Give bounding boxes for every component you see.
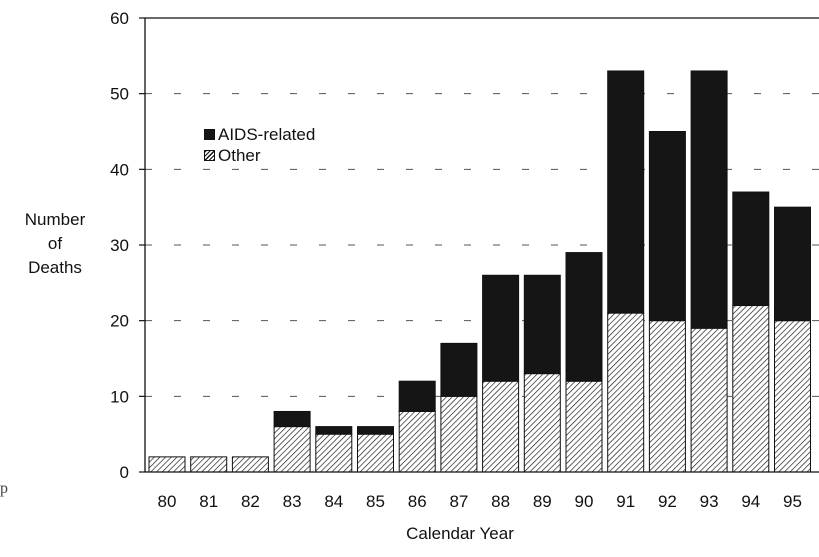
bar-other-88 <box>482 380 520 473</box>
bar-aids-87 <box>440 342 478 397</box>
x-tick-label-92: 92 <box>658 492 677 511</box>
x-tick-label-85: 85 <box>366 492 385 511</box>
x-tick-label-95: 95 <box>783 492 802 511</box>
bar-aids-89 <box>523 274 561 375</box>
x-tick-label-87: 87 <box>449 492 468 511</box>
x-tick-label-84: 84 <box>324 492 343 511</box>
bar-aids-90 <box>565 252 603 382</box>
bar-other-95 <box>774 320 811 473</box>
bar-aids-95 <box>774 206 811 322</box>
y-axis-label-line-2: of <box>47 234 63 253</box>
x-tick-label-83: 83 <box>283 492 302 511</box>
bar-aids-84 <box>315 426 353 435</box>
bar-other-85 <box>357 433 394 473</box>
legend-swatch-other <box>204 150 215 161</box>
y-tick-label-40: 40 <box>110 160 129 179</box>
y-tick-label-0: 0 <box>120 463 129 482</box>
bar-aids-92 <box>648 131 686 322</box>
bar-other-81 <box>190 456 228 473</box>
legend-item-other: Other <box>204 145 315 166</box>
bar-other-90 <box>565 380 603 473</box>
x-tick-label-82: 82 <box>241 492 260 511</box>
legend-swatch-aids <box>204 129 215 140</box>
y-axis-label-line-1: Number <box>24 210 86 229</box>
bar-other-82 <box>231 456 269 473</box>
y-tick-label-30: 30 <box>110 236 129 255</box>
bar-other-92 <box>648 320 686 473</box>
bar-other-80 <box>148 456 186 473</box>
bar-aids-91 <box>607 70 645 314</box>
x-tick-label-81: 81 <box>199 492 218 511</box>
y-axis-label: Number of Deaths <box>10 208 100 280</box>
x-tick-label-94: 94 <box>741 492 760 511</box>
legend-label-other: Other <box>218 146 261 165</box>
bar-aids-85 <box>357 426 394 435</box>
bar-other-94 <box>732 305 770 473</box>
legend-item-aids: AIDS-related <box>204 124 315 145</box>
x-tick-label-88: 88 <box>491 492 510 511</box>
bar-aids-86 <box>398 380 436 412</box>
x-tick-label-90: 90 <box>575 492 594 511</box>
bar-other-84 <box>315 433 353 473</box>
bar-other-86 <box>398 410 436 473</box>
legend-label-aids: AIDS-related <box>218 125 316 144</box>
y-tick-label-20: 20 <box>110 312 129 331</box>
bar-aids-94 <box>732 191 770 307</box>
bar-other-91 <box>607 312 645 473</box>
y-tick-label-50: 50 <box>110 85 129 104</box>
stray-margin-mark: p <box>0 480 8 497</box>
x-tick-label-91: 91 <box>616 492 635 511</box>
bar-aids-88 <box>482 274 520 382</box>
x-tick-label-86: 86 <box>408 492 427 511</box>
x-tick-label-93: 93 <box>700 492 719 511</box>
bar-other-83 <box>273 426 311 473</box>
y-tick-label-60: 60 <box>110 9 129 28</box>
bar-other-89 <box>523 373 561 473</box>
bar-aids-93 <box>690 70 728 329</box>
bar-aids-83 <box>273 410 311 428</box>
y-axis-label-line-3: Deaths <box>28 258 82 277</box>
bar-other-93 <box>690 327 728 473</box>
x-tick-label-80: 80 <box>158 492 177 511</box>
legend: AIDS-related Other <box>204 124 315 166</box>
x-axis-label: Calendar Year <box>406 524 514 543</box>
bar-other-87 <box>440 395 478 473</box>
y-tick-label-10: 10 <box>110 387 129 406</box>
x-tick-label-89: 89 <box>533 492 552 511</box>
